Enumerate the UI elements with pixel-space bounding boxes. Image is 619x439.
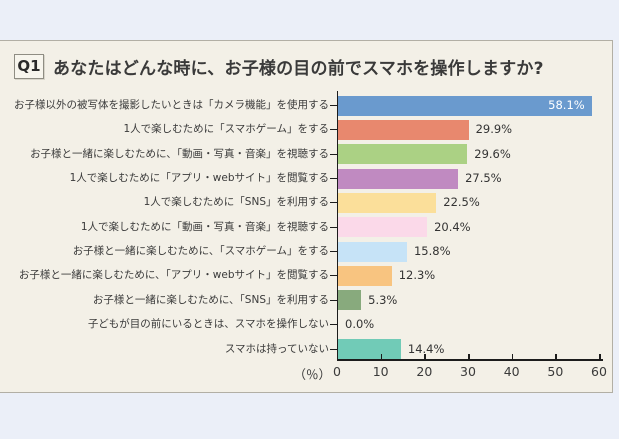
y-axis-tick (330, 178, 337, 180)
axis-unit-label: （％） (293, 367, 331, 382)
x-axis-tick (380, 354, 383, 359)
y-axis-line (336, 91, 338, 361)
category-label: 子どもが目の前にいるときは、スマホを操作しない (87, 318, 329, 331)
x-tick-label: 10 (372, 364, 389, 379)
value-label: 29.6% (474, 146, 511, 161)
y-axis-tick (330, 275, 337, 277)
y-axis-tick (330, 153, 337, 155)
y-axis-tick (330, 202, 337, 204)
bar (338, 339, 401, 359)
y-axis-tick (330, 299, 337, 301)
x-axis-tick (555, 354, 557, 359)
category-label: お子様と一緒に楽しむために、「アプリ・webサイト」を閲覧する (18, 269, 329, 282)
y-axis-tick (330, 348, 337, 350)
x-axis-tick (511, 354, 514, 359)
value-label: 22.5% (443, 195, 480, 210)
bar (338, 241, 407, 262)
category-label: 1人で楽しむために「動画・写真・音楽」を視聴する (80, 220, 329, 233)
bar (338, 119, 469, 140)
x-tick-label: 60 (591, 364, 607, 379)
category-label: お子様と一緒に楽しむために、「スマホゲーム」をする (72, 245, 329, 258)
x-axis-tick (424, 354, 426, 359)
x-tick-label: 0 (333, 364, 341, 379)
x-axis-tick (599, 354, 601, 359)
x-tick-label: 50 (547, 364, 564, 379)
category-label: 1人で楽しむために「SNS」を利用する (143, 196, 329, 209)
y-axis-tick (330, 105, 337, 106)
bar (338, 217, 428, 238)
category-label: お子様と一緒に楽しむために、「動画・写真・音楽」を視聴する (30, 147, 329, 160)
value-label: 15.8% (413, 244, 451, 259)
bar (338, 168, 459, 189)
value-label: 12.3% (398, 268, 436, 283)
chart-title: あなたはどんな時に、お子様の目の前でスマホを操作しますか? (53, 59, 544, 79)
value-label: 29.9% (475, 122, 513, 137)
bar (338, 95, 592, 116)
chart-panel: Q1 あなたはどんな時に、お子様の目の前でスマホを操作しますか? お子様以外の被… (0, 40, 613, 393)
x-axis-line (336, 359, 603, 361)
category-label: 1人で楽しむために「アプリ・webサイト」を閲覧する (69, 172, 329, 185)
question-badge: Q1 (14, 54, 44, 79)
x-tick-label: 30 (460, 364, 476, 379)
y-axis-tick (330, 226, 337, 228)
category-label: スマホは持っていない (224, 342, 329, 355)
category-label: お子様と一緒に楽しむために、「SNS」を利用する (92, 293, 329, 306)
value-label: 27.5% (465, 171, 502, 186)
value-label: 0.0% (345, 317, 375, 332)
x-tick-label: 20 (416, 364, 433, 379)
value-label: 58.1% (548, 98, 585, 112)
bar (338, 192, 437, 213)
value-label: 5.3% (368, 292, 398, 307)
value-label: 14.4% (407, 341, 445, 356)
category-label: お子様以外の被写体を撮影したいときは「カメラ機能」を使用する (14, 99, 329, 111)
y-axis-tick (330, 129, 337, 131)
x-tick-label: 40 (503, 364, 520, 379)
bar (338, 290, 362, 311)
bar (338, 265, 392, 286)
y-axis-tick (330, 251, 337, 253)
x-axis-tick (468, 354, 470, 359)
y-axis-tick (330, 324, 337, 326)
value-label: 20.4% (434, 219, 471, 234)
bar-chart: お子様以外の被写体を撮影したいときは「カメラ機能」を使用する 58.1% 1人で楽し… (0, 41, 612, 392)
bar (338, 144, 468, 165)
category-label: 1人で楽しむために「スマホゲーム」をする (123, 123, 329, 136)
